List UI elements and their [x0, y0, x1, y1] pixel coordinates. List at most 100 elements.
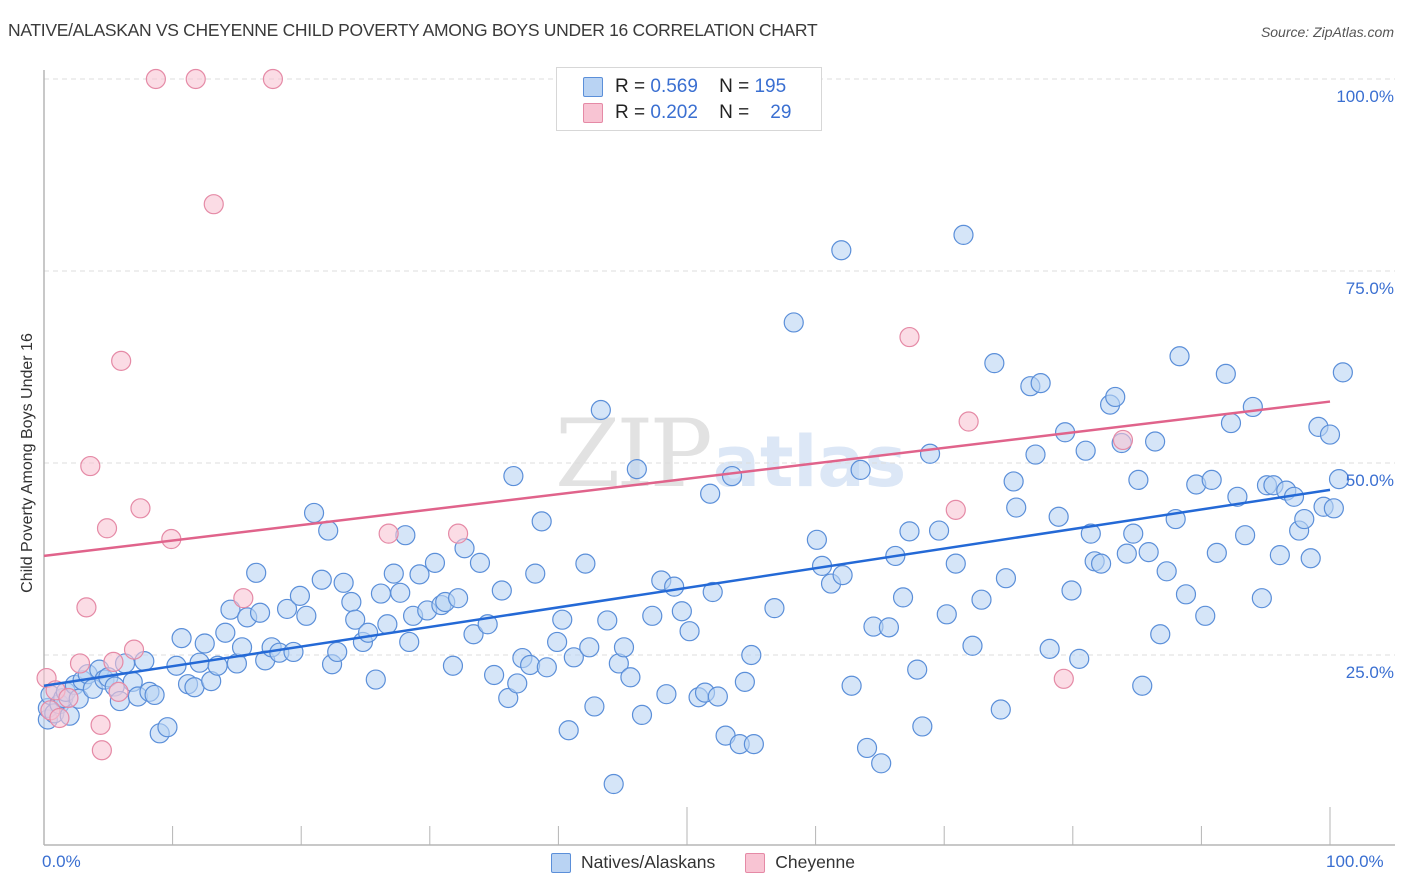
natives-point — [365, 669, 386, 690]
cheyenne-point — [130, 498, 151, 519]
natives-point — [806, 529, 827, 550]
series-legend: Natives/Alaskans Cheyenne — [0, 852, 1406, 873]
natives-point — [1003, 471, 1024, 492]
natives-point — [721, 465, 743, 487]
series-cheyenne — [36, 68, 1134, 761]
cheyenne-point — [96, 518, 118, 539]
legend-item-cheyenne[interactable]: Cheyenne — [745, 852, 855, 873]
natives-point — [327, 641, 348, 663]
natives-point — [1319, 424, 1341, 445]
natives-point — [442, 655, 464, 676]
natives-point — [1220, 412, 1242, 434]
cheyenne-point — [203, 194, 224, 215]
natives-point — [971, 589, 992, 610]
natives-point — [220, 599, 241, 620]
cheyenne-point — [80, 455, 101, 477]
natives-point — [579, 637, 600, 658]
natives-point — [1175, 584, 1197, 605]
cheyenne-point — [378, 523, 399, 544]
natives-point — [603, 773, 624, 795]
cheyenne-point — [185, 68, 206, 90]
cheyenne-point — [945, 499, 966, 520]
n-value: 29 — [770, 102, 792, 123]
natives-point — [283, 641, 304, 663]
natives-point — [1030, 373, 1051, 394]
x-tick-label-max: 100.0% — [1326, 852, 1384, 871]
natives-point — [590, 399, 611, 421]
r-label: R = — [615, 76, 646, 97]
natives-point — [463, 624, 484, 645]
y-tick-label: 50.0% — [1345, 471, 1394, 490]
legend-item-natives[interactable]: Natives/Alaskans — [550, 852, 715, 873]
natives-point — [878, 617, 900, 638]
chart-title: NATIVE/ALASKAN VS CHEYENNE CHILD POVERTY… — [8, 20, 818, 40]
natives-point — [1169, 346, 1190, 367]
cheyenne-point — [90, 714, 111, 735]
r-value: 0.569 — [650, 76, 698, 97]
natives-point — [1090, 553, 1112, 574]
gridlines — [44, 78, 1395, 656]
natives-point — [1242, 396, 1263, 418]
cheyenne-point — [111, 350, 132, 371]
natives-point — [547, 631, 568, 653]
natives-point — [1195, 605, 1216, 626]
natives-point — [1006, 497, 1027, 518]
cheyenne-point — [108, 681, 129, 702]
natives-point — [520, 654, 541, 676]
natives-point — [395, 525, 416, 546]
y-tick-label: 75.0% — [1345, 279, 1394, 298]
natives-swatch — [583, 77, 603, 97]
natives-point — [1075, 440, 1096, 461]
natives-point — [743, 733, 764, 755]
natives-point — [919, 443, 941, 464]
natives-point — [597, 610, 618, 631]
natives-point — [1145, 431, 1166, 452]
natives-point — [1235, 525, 1256, 546]
natives-point — [194, 633, 215, 654]
natives-point — [928, 520, 950, 541]
n-value: 195 — [754, 76, 787, 97]
natives-point — [1069, 648, 1090, 669]
natives-point — [249, 602, 271, 623]
series-natives-alaskans — [37, 224, 1353, 795]
natives-point — [552, 609, 573, 630]
natives-point — [664, 576, 685, 597]
legend-row-cheyenne: R = 0.202 N = 29 — [583, 102, 791, 124]
natives-point — [507, 673, 528, 694]
natives-point — [907, 659, 928, 680]
natives-point — [341, 591, 362, 613]
natives-point — [563, 647, 584, 668]
natives-point — [945, 553, 966, 574]
natives-point — [536, 657, 557, 678]
natives-trend-line — [43, 488, 1331, 687]
natives-point — [707, 686, 728, 707]
natives-point — [1206, 542, 1227, 563]
natives-point — [357, 622, 379, 643]
natives-point — [318, 520, 339, 541]
cheyenne-point — [91, 740, 112, 761]
natives-point — [1080, 523, 1101, 544]
cheyenne-point — [145, 68, 166, 90]
natives-point — [424, 552, 446, 573]
natives-point — [345, 609, 366, 630]
natives-point — [144, 684, 165, 706]
natives-point — [303, 502, 325, 524]
y-tick-label: 100.0% — [1336, 87, 1394, 106]
legend-row-natives: R = 0.569 N = 195 — [583, 76, 786, 98]
natives-point — [333, 572, 354, 593]
natives-point — [1215, 363, 1236, 385]
source-label: Source: ZipAtlas.com — [1260, 24, 1394, 40]
natives-point — [734, 671, 755, 692]
correlation-legend: R = 0.569 N = 195 R = 0.202 N = 29 — [556, 67, 822, 131]
y-axis-label: Child Poverty Among Boys Under 16 — [19, 333, 36, 593]
natives-point — [525, 563, 546, 584]
legend-label: Cheyenne — [775, 852, 856, 872]
natives-point — [741, 644, 762, 666]
cheyenne-point — [49, 707, 70, 729]
cheyenne-swatch — [583, 103, 603, 123]
natives-point — [491, 580, 512, 601]
natives-point — [1116, 543, 1137, 564]
cheyenne-point — [1112, 429, 1134, 451]
natives-point — [892, 587, 914, 608]
natives-point — [953, 224, 974, 246]
